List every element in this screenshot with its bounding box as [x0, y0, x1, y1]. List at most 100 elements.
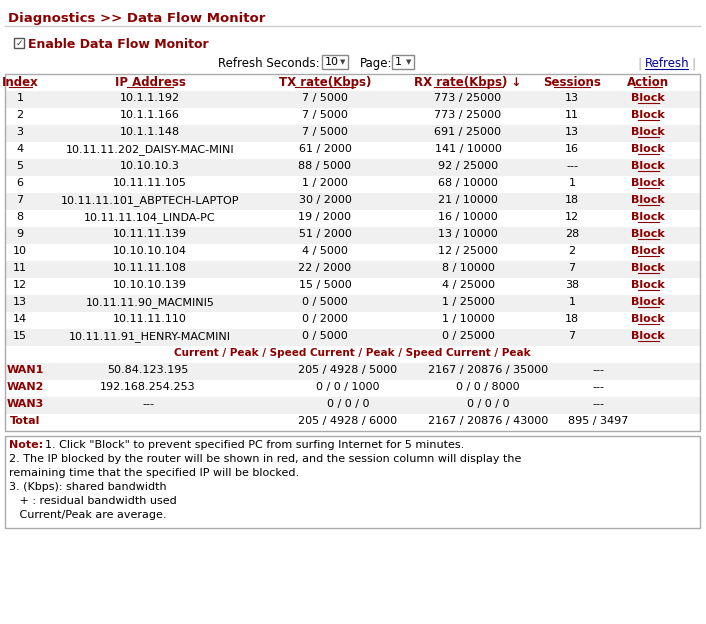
Text: WAN3: WAN3	[6, 399, 44, 409]
Text: 11: 11	[565, 110, 579, 120]
Bar	[5, 436, 700, 528]
Text: 7 / 5000: 7 / 5000	[302, 93, 348, 103]
Bar	[5, 312, 700, 329]
Text: Block: Block	[631, 127, 665, 137]
Bar	[5, 414, 700, 431]
Text: 192.168.254.253: 192.168.254.253	[100, 382, 196, 392]
Bar	[5, 74, 700, 91]
Text: 13 / 10000: 13 / 10000	[438, 229, 498, 239]
Text: Block: Block	[631, 93, 665, 103]
Text: Index: Index	[1, 76, 38, 89]
Text: 10.11.11.202_DAISY-MAC-MINI: 10.11.11.202_DAISY-MAC-MINI	[66, 144, 234, 155]
Text: Block: Block	[631, 331, 665, 341]
Text: ---: ---	[566, 161, 578, 171]
Text: 1: 1	[568, 178, 575, 188]
Text: 10.11.11.91_HENRY-MACMINI: 10.11.11.91_HENRY-MACMINI	[69, 331, 231, 342]
Text: 18: 18	[565, 195, 579, 205]
Text: ---: ---	[592, 382, 604, 392]
Text: Enable Data Flow Monitor: Enable Data Flow Monitor	[28, 38, 209, 51]
Text: 1 / 2000: 1 / 2000	[302, 178, 348, 188]
Text: WAN2: WAN2	[6, 382, 44, 392]
Text: 1: 1	[568, 297, 575, 307]
Text: Block: Block	[631, 144, 665, 154]
Bar	[5, 363, 700, 380]
Text: 2: 2	[568, 246, 575, 256]
Text: 6: 6	[16, 178, 23, 188]
Text: 7 / 5000: 7 / 5000	[302, 110, 348, 120]
Text: 10.10.10.3: 10.10.10.3	[120, 161, 180, 171]
Text: Block: Block	[631, 314, 665, 324]
Text: 12: 12	[13, 280, 27, 290]
Text: Total: Total	[10, 416, 40, 426]
Bar	[5, 159, 700, 176]
Text: 12: 12	[565, 212, 579, 222]
Text: 88 / 5000: 88 / 5000	[299, 161, 352, 171]
Text: Block: Block	[631, 212, 665, 222]
Bar	[5, 380, 700, 397]
Text: 10.1.1.148: 10.1.1.148	[120, 127, 180, 137]
Bar	[5, 142, 700, 159]
Text: 895 / 3497: 895 / 3497	[568, 416, 628, 426]
Text: 28: 28	[565, 229, 579, 239]
Bar	[5, 210, 700, 227]
Text: 10.11.11.108: 10.11.11.108	[113, 263, 187, 273]
Text: 0 / 5000: 0 / 5000	[302, 331, 348, 341]
Text: 51 / 2000: 51 / 2000	[299, 229, 352, 239]
Bar	[322, 55, 348, 69]
Text: 16 / 10000: 16 / 10000	[438, 212, 498, 222]
Text: Block: Block	[631, 178, 665, 188]
Text: Action: Action	[627, 76, 669, 89]
Text: Block: Block	[631, 297, 665, 307]
Text: 10: 10	[13, 246, 27, 256]
Text: ---: ---	[592, 399, 604, 409]
Text: WAN1: WAN1	[6, 365, 44, 375]
Text: 8 / 10000: 8 / 10000	[441, 263, 494, 273]
Text: 15 / 5000: 15 / 5000	[299, 280, 352, 290]
Text: 30 / 2000: 30 / 2000	[299, 195, 352, 205]
Text: |: |	[691, 57, 695, 70]
Text: RX rate(Kbps) ↓: RX rate(Kbps) ↓	[414, 76, 522, 89]
Text: 0 / 0 / 1000: 0 / 0 / 1000	[316, 382, 380, 392]
Text: 10.11.11.101_ABPTECH-LAPTOP: 10.11.11.101_ABPTECH-LAPTOP	[61, 195, 239, 206]
Text: ---: ---	[142, 399, 154, 409]
Text: IP Address: IP Address	[114, 76, 186, 89]
Bar	[5, 176, 700, 193]
Text: 0 / 0 / 0: 0 / 0 / 0	[327, 399, 369, 409]
Text: 10: 10	[325, 57, 339, 67]
Bar	[5, 295, 700, 312]
Text: TX rate(Kbps): TX rate(Kbps)	[279, 76, 371, 89]
Text: 14: 14	[13, 314, 27, 324]
Text: 13: 13	[13, 297, 27, 307]
Text: Current / Peak / Speed Current / Peak / Speed Current / Peak: Current / Peak / Speed Current / Peak / …	[174, 348, 530, 358]
Text: ✓: ✓	[16, 39, 23, 48]
Text: 1 / 10000: 1 / 10000	[442, 314, 494, 324]
Text: remaining time that the specified IP will be blocked.: remaining time that the specified IP wil…	[9, 468, 299, 478]
Text: 18: 18	[565, 314, 579, 324]
Text: 10.11.11.105: 10.11.11.105	[113, 178, 187, 188]
Text: 3: 3	[16, 127, 23, 137]
Text: 92 / 25000: 92 / 25000	[438, 161, 498, 171]
Text: Sessions: Sessions	[543, 76, 601, 89]
Text: 0 / 5000: 0 / 5000	[302, 297, 348, 307]
Text: 10.1.1.192: 10.1.1.192	[120, 93, 180, 103]
Text: 2167 / 20876 / 43000: 2167 / 20876 / 43000	[428, 416, 548, 426]
Bar	[5, 74, 700, 431]
Text: 13: 13	[565, 93, 579, 103]
Text: |: |	[637, 57, 641, 70]
Text: 10.1.1.166: 10.1.1.166	[120, 110, 180, 120]
Text: Block: Block	[631, 280, 665, 290]
Text: Block: Block	[631, 195, 665, 205]
Text: 1 / 25000: 1 / 25000	[441, 297, 494, 307]
Text: 7 / 5000: 7 / 5000	[302, 127, 348, 137]
Text: Block: Block	[631, 263, 665, 273]
Text: 0 / 25000: 0 / 25000	[441, 331, 494, 341]
Text: 1. Click "Block" to prevent specified PC from surfing Internet for 5 minutes.: 1. Click "Block" to prevent specified PC…	[44, 440, 464, 450]
Bar	[392, 55, 414, 69]
Bar	[5, 278, 700, 295]
Text: 7: 7	[568, 263, 575, 273]
Text: Page:: Page:	[360, 57, 393, 70]
Text: 2167 / 20876 / 35000: 2167 / 20876 / 35000	[428, 365, 548, 375]
Text: 4 / 5000: 4 / 5000	[302, 246, 348, 256]
Bar	[5, 261, 700, 278]
Text: 2. The IP blocked by the router will be shown in red, and the session column wil: 2. The IP blocked by the router will be …	[9, 454, 521, 464]
